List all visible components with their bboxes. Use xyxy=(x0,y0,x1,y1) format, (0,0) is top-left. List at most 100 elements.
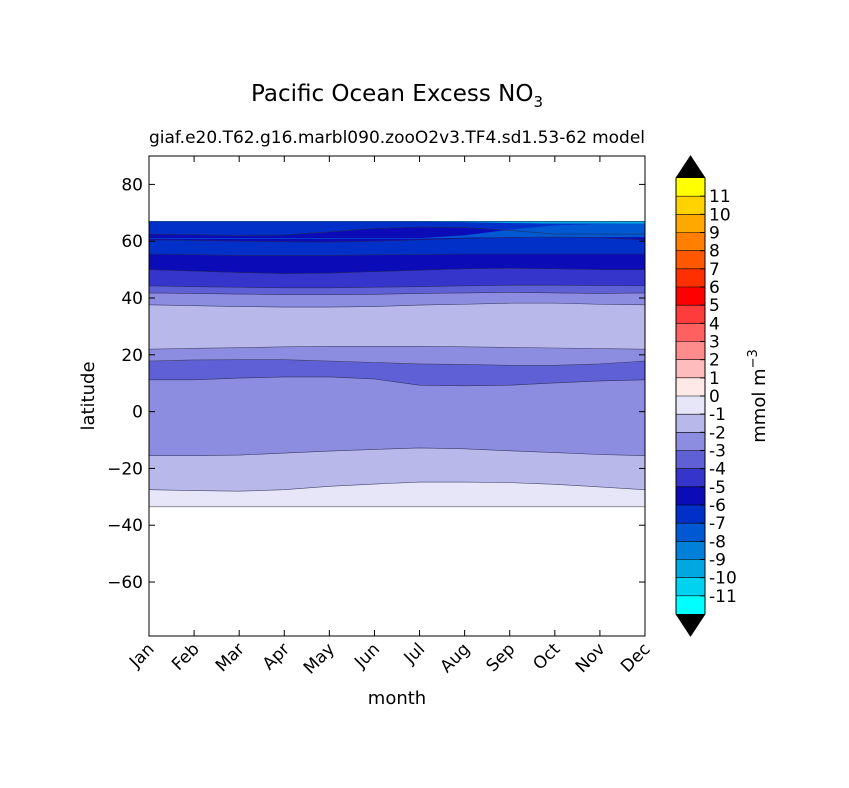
colorbar-label-exponent: −3 xyxy=(746,349,761,368)
y-tick-label: 60 xyxy=(121,232,143,252)
colorbar-tick-label: 9 xyxy=(709,224,720,244)
colorbar-extend-max xyxy=(676,156,705,178)
contour-line xyxy=(148,253,645,256)
contour-line xyxy=(148,346,646,350)
contour-band xyxy=(148,376,646,456)
plot-frame xyxy=(148,155,646,637)
x-tick-label: Aug xyxy=(437,639,475,677)
colorbar-segment xyxy=(676,450,705,469)
colorbar-segment xyxy=(676,577,705,597)
colorbar-label: mmol m−3 xyxy=(746,349,770,443)
colorbar-tick-label: -7 xyxy=(709,514,726,534)
contour-line xyxy=(148,226,645,236)
colorbar-outline xyxy=(675,155,706,637)
colorbar-segment xyxy=(676,214,705,233)
contour-band xyxy=(148,302,646,350)
colorbar-tick-label: 7 xyxy=(709,260,720,280)
colorbar-tick-label: -2 xyxy=(709,423,726,443)
colorbar-label-unit: mmol m xyxy=(749,368,770,442)
contour-line xyxy=(148,267,645,274)
contour-line xyxy=(148,292,646,295)
plot-area: Jan Feb Mar Apr May Jun Jul Aug Sep Oct Nov Dec 80 6… xyxy=(107,155,655,678)
colorbar-tick-label: 10 xyxy=(709,205,731,225)
colorbar-segment xyxy=(676,305,705,324)
colorbar-segment xyxy=(676,377,705,397)
contour-line xyxy=(148,359,646,366)
colorbar-tick-label: 0 xyxy=(709,387,720,407)
contour-lines xyxy=(148,221,646,508)
colorbar-tick-label: 8 xyxy=(709,242,720,262)
y-tick-label: −20 xyxy=(107,459,143,479)
contour-line xyxy=(149,447,646,456)
contour-line xyxy=(149,376,646,387)
x-tick-label: Jun xyxy=(350,639,384,673)
contour-line xyxy=(148,284,646,289)
colorbar-tick-label: -5 xyxy=(709,478,726,498)
y-tick-label: 80 xyxy=(121,175,143,195)
x-axis-label: month xyxy=(368,688,426,709)
colorbar-tick-label: -1 xyxy=(709,405,726,425)
chart-title: Pacific Ocean Excess NO3 xyxy=(251,81,543,111)
colorbar-segment xyxy=(676,250,705,270)
x-tick-label: Mar xyxy=(212,639,249,676)
subtitle-left: giaf.e20.T62.g16.marbl090.zooO2v3.TF4.sd… xyxy=(149,128,587,148)
colorbar-segment xyxy=(676,323,705,342)
colorbar-segment xyxy=(676,287,705,306)
colorbar-tick-label: 6 xyxy=(709,278,720,298)
x-tick-label: Jul xyxy=(400,639,429,668)
subtitle-right: model xyxy=(592,128,645,148)
x-tick-label: Apr xyxy=(259,639,294,674)
colorbar-tick-label: -6 xyxy=(709,496,726,516)
y-ticks: 80 60 40 20 0 −20 −40 −60 xyxy=(107,175,645,593)
y-axis-label: latitude xyxy=(78,361,99,430)
colorbar-tick-label: 5 xyxy=(709,296,720,316)
y-tick-label: −40 xyxy=(107,516,143,536)
colorbar-segment xyxy=(676,414,705,433)
colorbar-segment xyxy=(676,523,705,542)
x-tick-label: Dec xyxy=(617,639,654,676)
x-tick-label: May xyxy=(300,639,339,678)
y-tick-label: −60 xyxy=(107,573,143,593)
chart-title-subscript: 3 xyxy=(533,93,543,111)
colorbar-tick-label: -9 xyxy=(709,551,726,571)
contour-line xyxy=(148,481,646,492)
colorbar-segment xyxy=(676,486,705,506)
colorbar-tick-label: -8 xyxy=(709,532,726,552)
colorbar-segment xyxy=(676,541,705,560)
colorbar-tick-label: 11 xyxy=(709,187,731,207)
colorbar-segment xyxy=(676,595,705,615)
colorbar-tick-label: 1 xyxy=(709,369,720,389)
colorbar-tick-label: -11 xyxy=(709,587,737,607)
colorbar-tick-label: 3 xyxy=(709,333,720,353)
colorbar-tick-label: 2 xyxy=(709,351,720,371)
y-tick-label: 0 xyxy=(132,403,143,423)
contour-line xyxy=(148,302,646,308)
colorbar-extend-min xyxy=(676,614,705,636)
colorbar-segment xyxy=(676,505,705,524)
y-tick-label: 40 xyxy=(121,289,143,309)
colorbar-segment xyxy=(676,232,705,251)
colorbar-segment xyxy=(676,559,705,578)
colorbar-tick-label: -3 xyxy=(709,442,726,462)
x-tick-label: Oct xyxy=(529,639,564,674)
colorbar-tick-label: -4 xyxy=(709,460,726,480)
x-tick-label: Feb xyxy=(168,639,203,674)
colorbar-segment xyxy=(676,359,705,379)
x-tick-label: Nov xyxy=(572,639,610,677)
colorbar-tick-label: 4 xyxy=(709,314,720,334)
colorbar-segment xyxy=(676,178,705,197)
x-tick-label: Jan xyxy=(125,639,158,672)
colorbar-segment xyxy=(676,341,705,360)
chart-title-main: Pacific Ocean Excess NO xyxy=(251,81,533,107)
colorbar-segment xyxy=(676,396,705,415)
y-tick-label: 20 xyxy=(121,346,143,366)
colorbar-segment xyxy=(676,196,705,215)
contour-line xyxy=(148,236,646,243)
colorbar-tick-label: -10 xyxy=(709,569,737,589)
contour-fills xyxy=(148,221,646,508)
colorbar-segment xyxy=(676,268,705,288)
colorbar-segment xyxy=(676,432,705,451)
x-tick-label: Sep xyxy=(482,639,519,676)
